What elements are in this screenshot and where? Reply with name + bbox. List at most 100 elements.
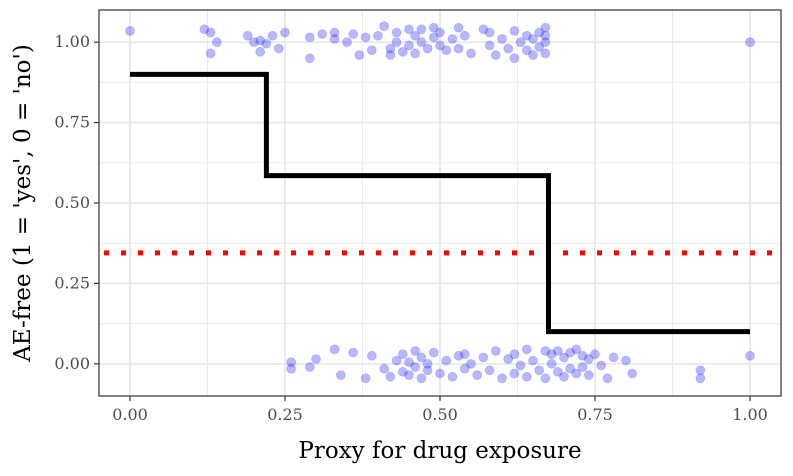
point-yes (497, 33, 507, 44)
point-yes (453, 22, 464, 33)
point-yes (211, 37, 222, 48)
point-no (695, 365, 706, 376)
point-yes (453, 43, 464, 54)
point-yes (540, 37, 551, 48)
point-no (447, 371, 458, 382)
point-no (335, 370, 346, 381)
x-axis-title: Proxy for drug exposure (298, 438, 581, 464)
x-tick-label: 0.00 (112, 405, 148, 424)
point-no (571, 344, 582, 355)
point-no (565, 363, 576, 374)
point-yes (515, 37, 526, 48)
point-no (397, 349, 408, 360)
point-yes (478, 24, 489, 35)
point-yes (205, 48, 216, 59)
point-no (602, 373, 613, 384)
point-no (428, 347, 439, 358)
points-layer (125, 21, 755, 384)
major-gridlines (99, 10, 781, 396)
point-yes (329, 33, 340, 44)
point-no (459, 363, 470, 374)
point-yes (255, 46, 266, 57)
y-tick-label: 0.50 (54, 193, 90, 212)
point-no (441, 355, 452, 366)
y-axis-title: AE-free (1 = 'yes', 0 = 'no') (10, 44, 36, 363)
point-no (404, 357, 414, 368)
point-no (497, 373, 507, 384)
point-no (540, 345, 551, 356)
point-yes (410, 30, 421, 41)
point-yes (745, 37, 755, 48)
point-yes (428, 22, 439, 33)
point-yes (428, 32, 439, 43)
point-yes (317, 29, 328, 40)
point-no (583, 354, 594, 365)
point-no (311, 354, 321, 365)
point-no (416, 352, 427, 363)
point-yes (199, 24, 210, 35)
point-no (435, 368, 445, 379)
point-no (329, 344, 340, 355)
point-no (416, 373, 427, 384)
point-no (571, 368, 582, 379)
y-tick-label: 0.25 (54, 273, 90, 292)
y-tick-label: 0.00 (54, 354, 90, 373)
point-no (534, 365, 545, 376)
point-no (509, 368, 520, 379)
point-yes (391, 27, 402, 38)
point-no (565, 347, 576, 358)
point-yes (391, 37, 402, 48)
point-no (577, 350, 588, 361)
point-yes (528, 33, 538, 44)
point-yes (273, 43, 284, 54)
point-no (453, 350, 464, 361)
point-no (745, 350, 755, 361)
point-yes (242, 30, 253, 41)
step-line (130, 71, 750, 335)
point-yes (540, 22, 551, 33)
point-yes (490, 50, 501, 61)
x-axis-ticks: 0.00 0.25 0.50 0.75 1.00 (112, 396, 768, 424)
point-yes (373, 30, 383, 41)
point-no (410, 362, 421, 373)
point-yes (509, 25, 520, 36)
point-no (478, 352, 489, 363)
point-yes (447, 33, 458, 44)
point-no (583, 370, 594, 381)
point-no (466, 358, 476, 369)
point-no (621, 355, 631, 366)
point-no (360, 373, 371, 384)
point-no (608, 352, 619, 363)
x-tick-label: 0.25 (267, 405, 303, 424)
point-no (286, 363, 297, 374)
point-yes (441, 45, 452, 56)
point-yes (125, 25, 135, 36)
point-no (521, 344, 532, 355)
point-no (515, 360, 526, 371)
point-yes (422, 43, 433, 54)
point-yes (261, 38, 272, 49)
point-no (503, 354, 514, 365)
point-yes (416, 24, 427, 35)
point-yes (484, 40, 495, 51)
point-yes (484, 27, 495, 38)
point-no (404, 370, 414, 381)
y-tick-label: 1.00 (54, 32, 90, 51)
point-yes (360, 32, 371, 43)
point-yes (280, 27, 290, 38)
point-no (509, 349, 520, 360)
point-no (546, 349, 557, 360)
point-no (540, 373, 551, 384)
y-tick-label: 0.75 (54, 113, 90, 132)
point-no (559, 352, 569, 363)
point-yes (416, 37, 427, 48)
point-yes (435, 27, 445, 38)
point-yes (304, 32, 315, 43)
point-yes (540, 30, 551, 41)
point-yes (397, 46, 408, 57)
point-yes (267, 30, 278, 41)
point-no (422, 358, 433, 369)
point-yes (205, 27, 216, 38)
point-no (596, 360, 607, 371)
